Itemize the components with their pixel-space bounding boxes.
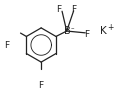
Text: F: F <box>38 81 43 90</box>
Text: F: F <box>56 5 61 14</box>
Text: –: – <box>70 25 73 31</box>
Text: F: F <box>83 30 88 39</box>
Text: K: K <box>99 26 106 37</box>
Text: +: + <box>106 23 113 32</box>
Text: F: F <box>70 4 76 14</box>
Text: B: B <box>63 26 70 36</box>
Text: F: F <box>4 40 9 50</box>
